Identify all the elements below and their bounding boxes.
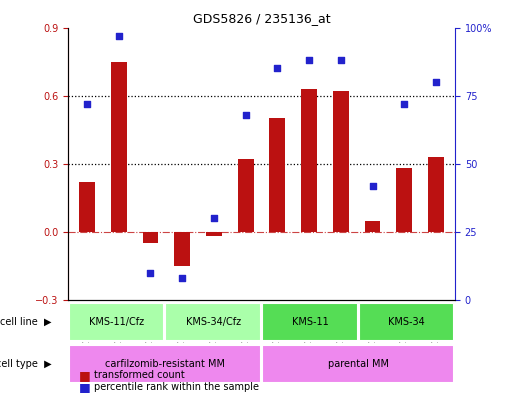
Text: ■: ■ bbox=[78, 369, 90, 382]
Title: GDS5826 / 235136_at: GDS5826 / 235136_at bbox=[192, 12, 331, 25]
FancyBboxPatch shape bbox=[262, 345, 454, 384]
FancyBboxPatch shape bbox=[165, 303, 261, 341]
FancyBboxPatch shape bbox=[359, 303, 454, 341]
Bar bbox=[143, 232, 158, 243]
Bar bbox=[174, 232, 190, 266]
Bar bbox=[333, 91, 349, 232]
Text: carfilzomib-resistant MM: carfilzomib-resistant MM bbox=[105, 359, 225, 369]
Bar bbox=[79, 182, 95, 232]
Point bbox=[242, 112, 250, 118]
Point bbox=[368, 182, 377, 189]
Text: transformed count: transformed count bbox=[94, 370, 185, 380]
Bar bbox=[206, 232, 222, 237]
Point bbox=[83, 101, 91, 107]
Point bbox=[432, 79, 440, 85]
FancyBboxPatch shape bbox=[69, 303, 164, 341]
Text: percentile rank within the sample: percentile rank within the sample bbox=[94, 382, 259, 392]
Bar bbox=[301, 89, 317, 232]
Bar bbox=[365, 220, 380, 232]
Bar bbox=[428, 157, 444, 232]
Bar bbox=[396, 168, 412, 232]
Text: cell line  ▶: cell line ▶ bbox=[1, 317, 52, 327]
Point bbox=[305, 57, 313, 63]
Bar bbox=[111, 62, 127, 232]
Point bbox=[337, 57, 345, 63]
Text: KMS-34: KMS-34 bbox=[388, 317, 425, 327]
Point bbox=[146, 270, 155, 276]
Text: ■: ■ bbox=[78, 380, 90, 393]
Point bbox=[400, 101, 408, 107]
Point bbox=[115, 33, 123, 39]
FancyBboxPatch shape bbox=[69, 345, 261, 384]
Point bbox=[210, 215, 218, 221]
Text: cell type  ▶: cell type ▶ bbox=[0, 359, 52, 369]
Point bbox=[273, 65, 281, 72]
Point bbox=[178, 275, 186, 281]
Text: KMS-11: KMS-11 bbox=[291, 317, 328, 327]
Text: KMS-34/Cfz: KMS-34/Cfz bbox=[186, 317, 241, 327]
Text: KMS-11/Cfz: KMS-11/Cfz bbox=[89, 317, 144, 327]
Text: parental MM: parental MM bbox=[328, 359, 389, 369]
Bar bbox=[238, 159, 254, 232]
Bar bbox=[269, 118, 285, 232]
FancyBboxPatch shape bbox=[262, 303, 358, 341]
